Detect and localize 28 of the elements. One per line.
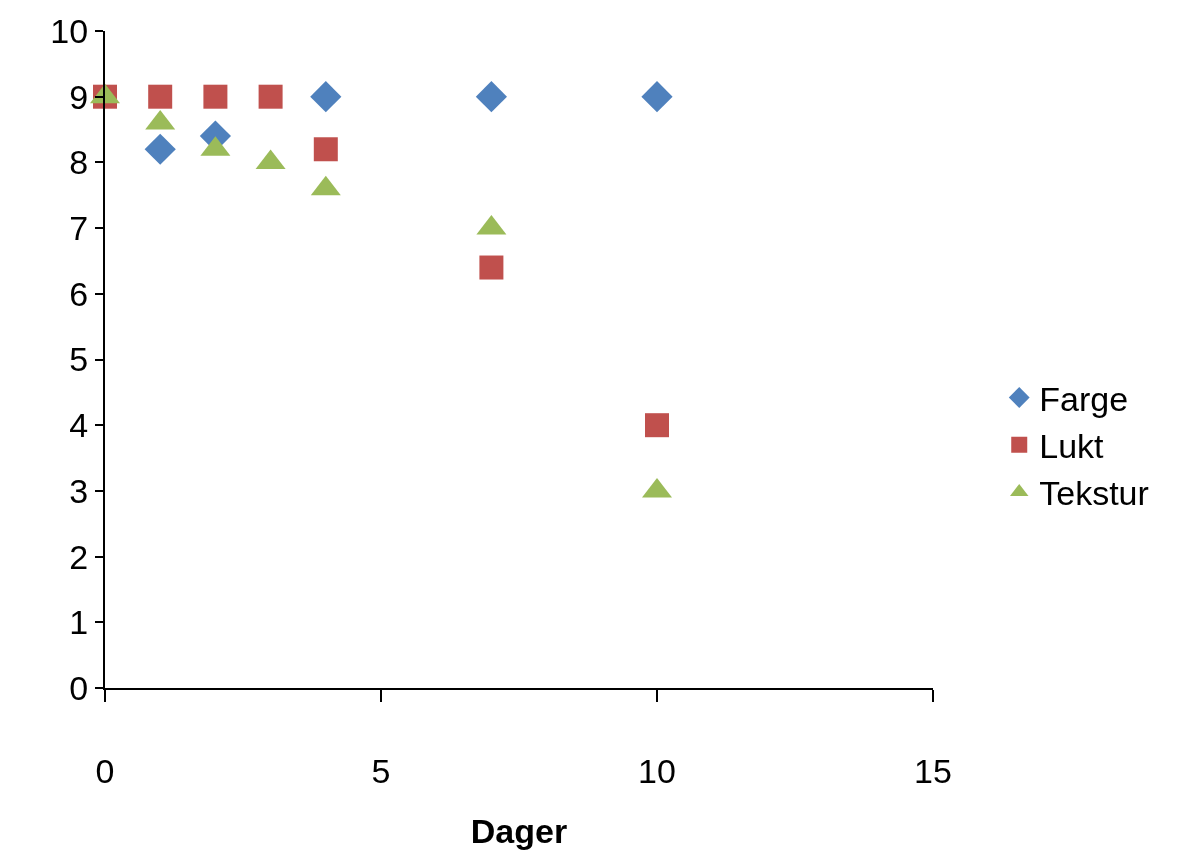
point xyxy=(144,133,176,165)
y-tick-label: 7 xyxy=(69,209,89,247)
point xyxy=(258,84,283,109)
point xyxy=(479,255,504,280)
point xyxy=(203,84,228,109)
y-tick-label: 3 xyxy=(69,471,89,510)
x-tick-label: 0 xyxy=(95,751,115,790)
y-tick-label: 10 xyxy=(50,11,89,50)
x-tick-label: 5 xyxy=(371,751,391,790)
y-tick-label: 8 xyxy=(69,143,89,182)
x-tick-label: 15 xyxy=(914,751,952,790)
point xyxy=(475,81,507,113)
point xyxy=(313,137,338,162)
y-tick-label: 4 xyxy=(69,406,89,445)
y-tick-label: 6 xyxy=(69,274,89,313)
legend-label: Farge xyxy=(1039,379,1129,418)
point xyxy=(148,84,173,109)
y-tick-label: 9 xyxy=(69,77,89,116)
y-tick-label: 1 xyxy=(69,603,89,642)
y-tick-label: 0 xyxy=(69,668,89,707)
point xyxy=(641,81,673,113)
x-tick-label: 10 xyxy=(638,751,676,790)
y-tick-label: 5 xyxy=(69,340,89,379)
x-axis-title: Dager xyxy=(470,811,568,850)
legend-label: Lukt xyxy=(1039,426,1105,465)
y-tick-label: 2 xyxy=(69,537,89,576)
point xyxy=(310,81,342,113)
legend-label: Tekstur xyxy=(1039,474,1149,513)
